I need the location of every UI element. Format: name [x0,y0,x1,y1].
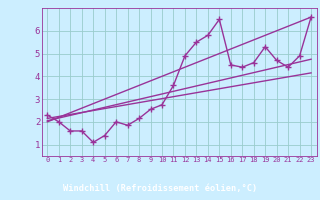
Text: Windchill (Refroidissement éolien,°C): Windchill (Refroidissement éolien,°C) [63,184,257,193]
